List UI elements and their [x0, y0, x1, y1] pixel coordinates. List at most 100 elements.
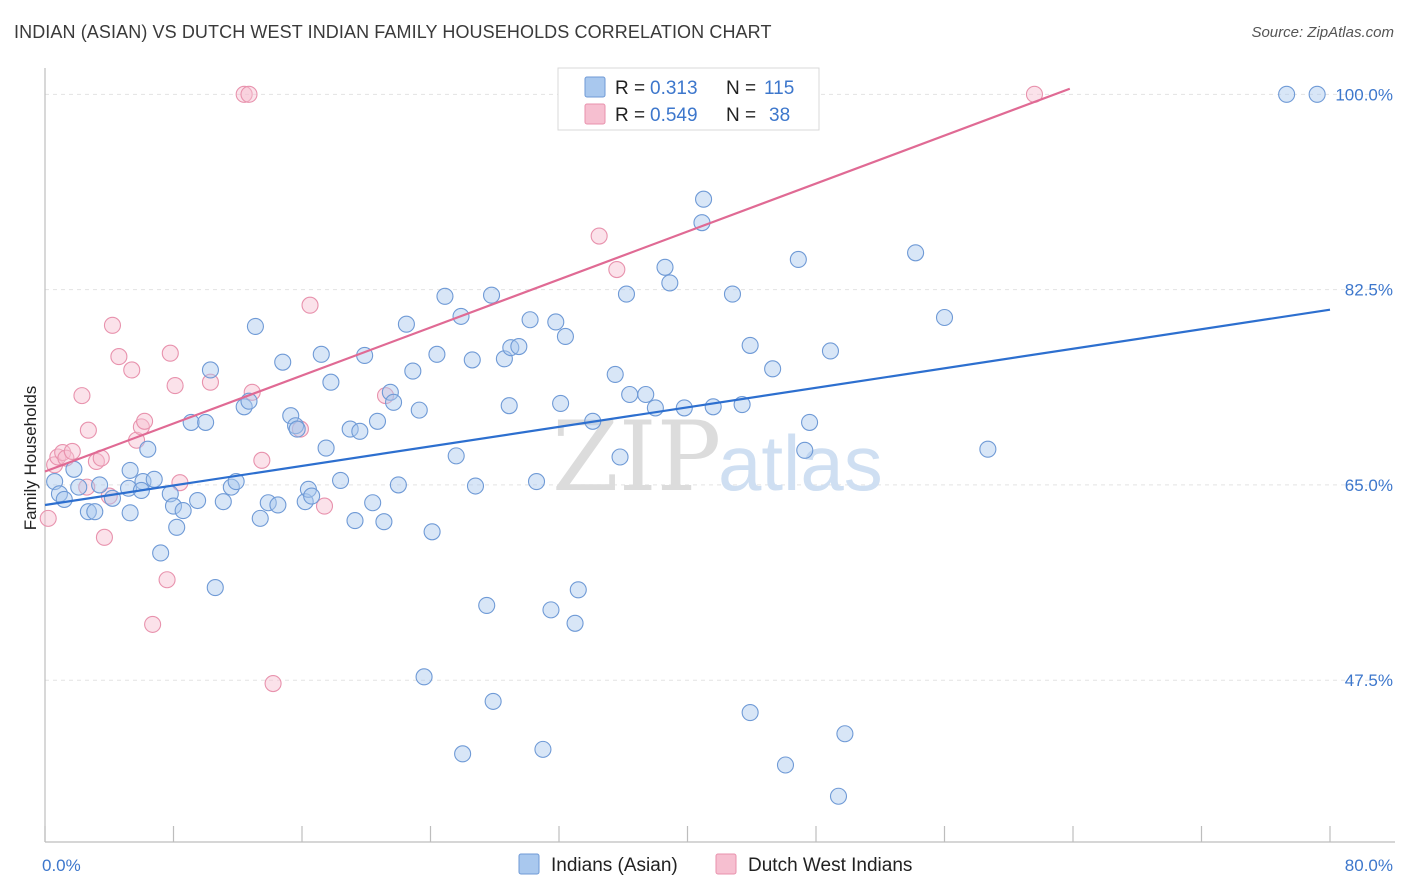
indians-asian-point — [86, 503, 104, 521]
indians-asian-point — [152, 544, 170, 562]
indians-asian-point — [251, 509, 269, 527]
indians-asian-point — [410, 401, 428, 419]
indians-asian-point — [389, 476, 407, 494]
indians-asian-point — [606, 365, 624, 383]
indians-asian-point — [1278, 85, 1296, 103]
indians-asian-point — [145, 470, 163, 488]
indians-asian-point — [656, 258, 674, 276]
indians-asian-point — [303, 487, 321, 505]
legend-swatch-pink — [584, 103, 606, 125]
series-legend-label: Dutch West Indians — [748, 855, 912, 876]
dutch-west-indians-point — [608, 260, 626, 279]
legend-r-value: 0.549 — [650, 105, 698, 126]
indians-asian-point — [621, 385, 639, 404]
trend-lines — [44, 87, 1331, 507]
indians-asian-point — [197, 413, 215, 431]
indians-asian-point — [164, 497, 183, 515]
indians-asian-point — [556, 327, 574, 346]
indians-asian-point — [269, 496, 287, 514]
series-legend-swatch-pink — [715, 853, 737, 875]
indians-asian-point — [121, 461, 139, 479]
indians-asian-point — [500, 397, 518, 415]
indians-asian-point — [415, 668, 433, 686]
indians-asian-point — [222, 478, 240, 496]
indians-asian-point — [364, 494, 382, 512]
dutch-west-indians-point — [39, 509, 57, 527]
indians-asian-point — [397, 315, 415, 333]
series-indians-asian-points — [46, 85, 1326, 805]
indians-asian-point — [704, 398, 722, 416]
indians-asian-point — [836, 725, 854, 743]
indians-asian-point — [246, 317, 264, 335]
x-tick-labels: 0.0% 80.0% — [42, 856, 1393, 875]
dutch-west-indians-point — [315, 497, 334, 515]
dutch-west-indians-point — [144, 615, 162, 633]
legend-r-label: R = — [615, 105, 645, 126]
indians-asian-point — [55, 490, 73, 508]
indians-asian-point — [484, 692, 502, 710]
dutch-west-indians-point — [235, 85, 253, 103]
dutch-west-indians-point — [264, 674, 282, 693]
indians-asian-point — [103, 489, 122, 507]
legend-r-value: 0.313 — [650, 78, 698, 99]
indians-asian-point — [552, 394, 570, 412]
indians-asian-point — [70, 478, 88, 496]
y-tick-label: 65.0% — [1345, 476, 1393, 495]
dutch-west-indians-point — [590, 227, 608, 245]
indians-asian-point — [935, 308, 954, 327]
indians-asian-point — [482, 286, 501, 304]
indians-asian-point — [447, 447, 465, 465]
indians-asian-point — [214, 493, 232, 511]
indians-asian-point — [821, 342, 840, 360]
dutch-west-indians-point — [95, 528, 113, 546]
indians-asian-point — [801, 413, 819, 431]
indians-asian-point — [741, 704, 759, 722]
legend-n-value: 38 — [769, 105, 790, 126]
indians-asian-point — [979, 440, 997, 458]
indians-asian-point — [510, 337, 528, 356]
legend-n-label: N = — [726, 78, 756, 99]
indians-asian-point — [542, 601, 560, 619]
indians-asian-point — [776, 756, 795, 774]
legend-swatch-blue — [584, 76, 606, 98]
watermark-atlas: atlas — [718, 419, 883, 507]
indians-asian-point — [637, 385, 655, 404]
indians-asian-point — [206, 579, 224, 597]
indians-asian-point — [79, 503, 97, 521]
indians-asian-point — [312, 345, 330, 363]
dutch-west-indians-point — [73, 387, 91, 405]
indians-asian-point — [454, 745, 472, 763]
indians-asian-point — [385, 393, 403, 411]
y-axis-title: Family Households — [21, 386, 40, 531]
indians-asian-point — [907, 244, 925, 262]
indians-asian-point — [521, 311, 539, 329]
indians-asian-point — [478, 596, 496, 614]
legend: R = 0.313 N = 115 R = 0.549 N = 38 — [557, 67, 820, 131]
dutch-west-indians-point — [253, 451, 271, 469]
indians-asian-point — [404, 362, 422, 380]
legend-n-label: N = — [726, 105, 756, 126]
indians-asian-point — [346, 512, 364, 530]
indians-asian-point — [534, 740, 552, 758]
indians-asian-point — [428, 345, 446, 363]
y-tick-label: 47.5% — [1345, 671, 1393, 690]
dutch-west-indians-point — [161, 344, 179, 362]
indians-asian-point — [789, 250, 807, 269]
chart-title: INDIAN (ASIAN) VS DUTCH WEST INDIAN FAMI… — [14, 22, 772, 42]
axes — [44, 68, 1395, 843]
series-legend-label: Indians (Asian) — [551, 855, 678, 876]
dutch-west-indians-trend-line — [44, 87, 1071, 473]
dutch-west-indians-point — [63, 442, 81, 460]
y-tick-label: 82.5% — [1345, 281, 1393, 300]
indians-asian-point — [463, 351, 481, 369]
dutch-west-indians-point — [166, 377, 184, 395]
indians-asian-point — [121, 504, 139, 522]
indians-asian-point — [189, 491, 207, 510]
indians-asian-point — [569, 581, 587, 599]
dutch-west-indians-point — [158, 571, 176, 589]
indians-asian-point — [796, 441, 814, 459]
indians-asian-point — [235, 398, 253, 416]
indians-asian-point — [168, 518, 186, 536]
indians-asian-point — [695, 190, 713, 208]
y-tick-label: 100.0% — [1335, 85, 1393, 104]
